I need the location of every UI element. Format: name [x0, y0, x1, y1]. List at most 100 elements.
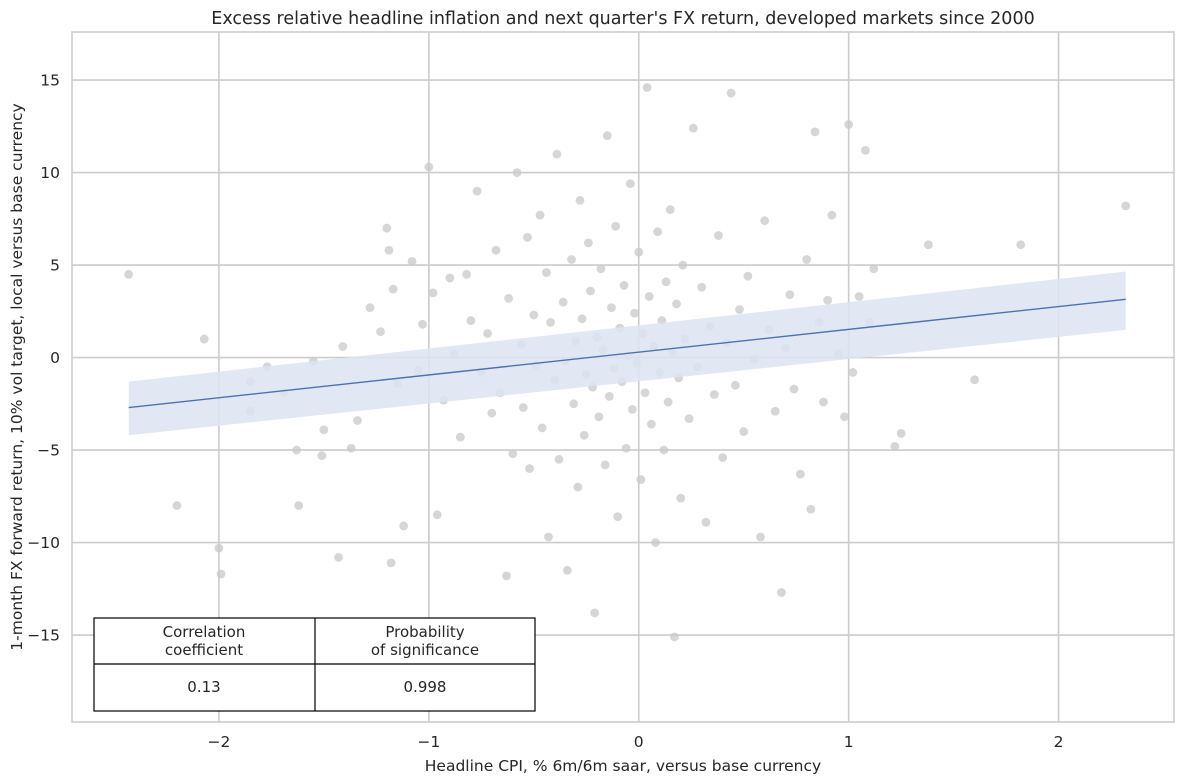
scatter-point — [619, 281, 629, 290]
scatter-point — [844, 120, 854, 129]
stats-header-correlation: Correlation coefficient — [163, 623, 246, 659]
scatter-point — [628, 404, 637, 414]
scatter-point — [718, 453, 728, 462]
scatter-point — [651, 538, 660, 547]
scatter-point — [472, 186, 482, 196]
scatter-point — [823, 295, 833, 305]
scatter-point — [455, 432, 465, 442]
scatter-point — [466, 316, 476, 325]
scatter-point — [418, 319, 427, 329]
scatter-point — [562, 565, 572, 575]
scatter-point — [376, 327, 385, 337]
x-tick-labels: −2 −1 0 1 2 — [208, 733, 1064, 751]
scatter-point — [644, 292, 654, 301]
stats-value-correlation: 0.13 — [187, 678, 220, 696]
scatter-point — [388, 284, 398, 294]
scatter-point — [124, 269, 134, 279]
scatter-point — [567, 255, 576, 264]
scatter-point — [777, 588, 786, 597]
scatter-point — [338, 342, 348, 351]
scatter-point — [428, 288, 438, 298]
scatter-point — [365, 303, 375, 313]
scatter-point — [630, 308, 639, 318]
scatter-point — [714, 231, 723, 240]
scatter-point — [596, 264, 606, 274]
scatter-point — [583, 238, 593, 248]
scatter-point — [319, 425, 329, 435]
y-tick-label: 15 — [40, 72, 60, 90]
scatter-point — [970, 375, 979, 385]
chart-title: Excess relative headline inflation and n… — [211, 9, 1034, 29]
scatter-point — [663, 397, 673, 407]
scatter-point — [432, 510, 442, 520]
scatter-point — [586, 286, 595, 296]
scatter-point — [602, 131, 612, 140]
scatter-point — [896, 429, 906, 438]
scatter-point — [670, 632, 679, 642]
scatter-point — [569, 399, 579, 409]
scatter-point — [869, 264, 879, 274]
scatter-point — [317, 451, 327, 461]
scatter-point — [399, 521, 409, 531]
scatter-point — [730, 380, 740, 390]
y-tick-label: −15 — [27, 627, 60, 645]
scatter-point — [382, 223, 392, 233]
scatter-point — [806, 504, 816, 514]
scatter-point — [523, 232, 532, 242]
scatter-point — [672, 299, 681, 309]
scatter-point — [770, 406, 780, 416]
scatter-point — [661, 277, 671, 287]
stats-header-probability: Probability of significance — [371, 623, 479, 659]
scatter-point — [924, 240, 933, 250]
scatter-point — [684, 414, 694, 424]
x-axis-label: Headline CPI, % 6m/6m saar, versus base … — [425, 757, 821, 775]
x-tick-label: 0 — [634, 733, 644, 751]
scatter-point — [334, 552, 343, 562]
scatter-point — [640, 388, 650, 398]
x-tick-label: −1 — [417, 733, 440, 751]
scatter-point — [512, 168, 522, 177]
scatter-point — [646, 419, 656, 429]
scatter-point — [577, 314, 587, 324]
scatter-point — [760, 216, 770, 226]
scatter-point — [384, 245, 394, 255]
y-tick-labels: −15 −10 −5 0 5 10 15 — [27, 72, 60, 645]
scatter-point — [665, 205, 675, 214]
scatter-point — [739, 427, 749, 436]
scatter-point — [840, 412, 849, 422]
scatter-point — [594, 412, 604, 422]
scatter-point — [386, 558, 396, 568]
scatter-point — [483, 329, 493, 338]
scatter-point — [554, 454, 564, 464]
scatter-point — [537, 423, 547, 433]
regression-line — [128, 298, 1126, 409]
scatter-point — [214, 543, 224, 553]
scatter-point — [726, 88, 736, 98]
scatter-point — [541, 268, 551, 277]
scatter-point — [518, 403, 528, 412]
x-tick-label: 1 — [844, 733, 854, 751]
scatter-point — [424, 162, 434, 172]
scatter-point — [525, 464, 534, 473]
scatter-point — [636, 475, 646, 485]
scatter-point — [653, 227, 663, 237]
scatter-point — [621, 443, 631, 453]
scatter-point — [795, 469, 805, 479]
stats-table: Correlation coefficient Probability of sig… — [93, 617, 536, 712]
scatter-point — [172, 501, 182, 510]
scatter-point — [701, 517, 711, 527]
stats-value-probability: 0.998 — [404, 678, 447, 696]
scatter-point — [678, 260, 688, 270]
scatter-point — [462, 269, 472, 279]
scatter-point — [634, 247, 644, 257]
scatter-point — [861, 145, 870, 155]
scatter-point — [1016, 240, 1026, 250]
scatter-point — [529, 310, 539, 320]
scatter-point — [625, 179, 635, 189]
x-tick-label: −2 — [208, 733, 231, 751]
scatter-point — [827, 210, 837, 220]
scatter-point — [546, 318, 555, 327]
scatter-point — [346, 443, 356, 453]
y-axis-label: 1-month FX forward return, 10% vol targe… — [8, 103, 26, 650]
